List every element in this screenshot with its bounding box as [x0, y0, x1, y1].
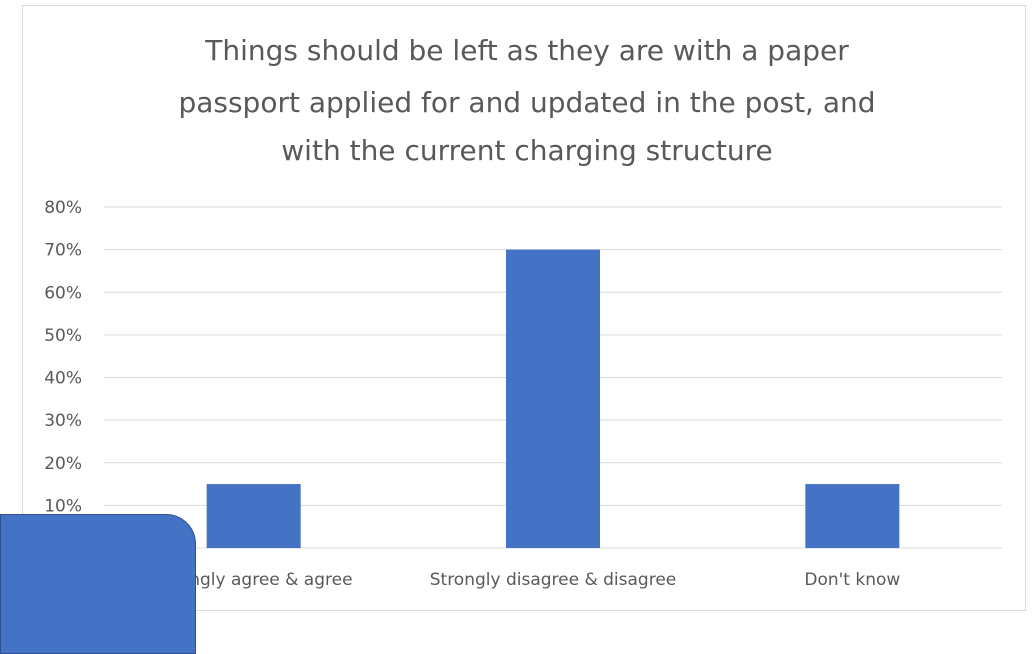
y-tick-label: 80% [44, 198, 82, 218]
x-category-label: Strongly disagree & disagree [430, 570, 677, 590]
overlay-rounded-rectangle[interactable] [0, 514, 196, 654]
bar [506, 249, 600, 548]
y-tick-label: 10% [44, 496, 82, 516]
bars [206, 249, 900, 548]
chart-title-line-1: Things should be left as they are with a… [204, 34, 849, 67]
y-tick-label: 60% [44, 283, 82, 303]
y-axis-tick-labels: 10% 20% 30% 40% 50% 60% 70% 80% [44, 198, 82, 516]
y-tick-label: 70% [44, 241, 82, 261]
x-axis-category-labels: Strongly agree & agree Strongly disagree … [155, 570, 901, 590]
chart-title-line-3: with the current charging structure [281, 134, 772, 167]
bar [206, 484, 301, 548]
y-tick-label: 40% [44, 369, 82, 389]
chart-title: Things should be left as they are with a… [178, 34, 875, 167]
x-category-label: Strongly agree & agree [155, 570, 353, 590]
y-tick-label: 30% [44, 411, 82, 431]
bar-chart: Things should be left as they are with a… [44, 34, 1002, 590]
chart-title-line-2: passport applied for and updated in the … [178, 86, 875, 119]
y-tick-label: 50% [44, 326, 82, 346]
bar [805, 484, 900, 548]
x-category-label: Don't know [804, 570, 900, 590]
y-tick-label: 20% [44, 454, 82, 474]
